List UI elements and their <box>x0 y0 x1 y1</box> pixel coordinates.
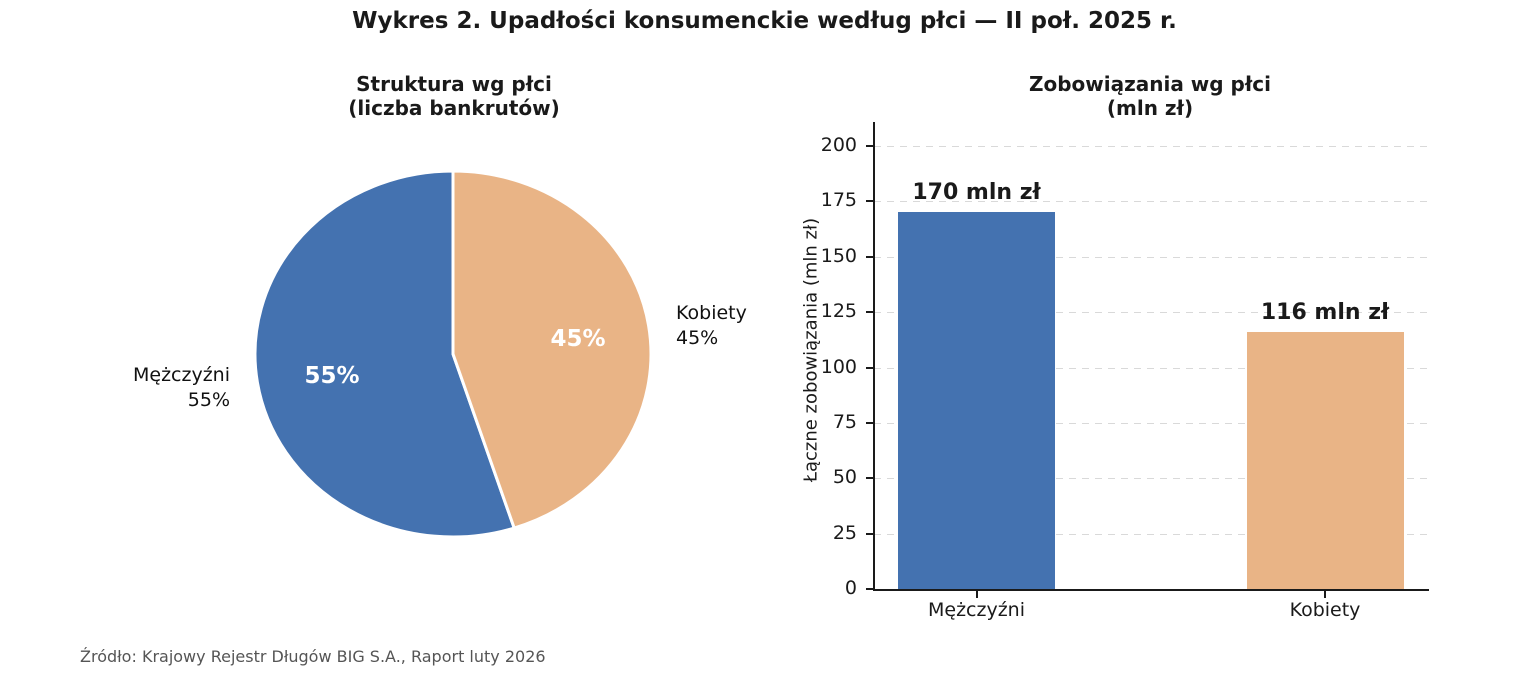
x-tick-women <box>1324 591 1326 598</box>
bar-women <box>1246 332 1404 589</box>
pie-label-women-name: Kobiety <box>676 302 747 324</box>
pie-slice-value-women: 45% <box>550 326 606 352</box>
pie-label-women: Kobiety 45% <box>676 301 826 351</box>
figure-title: Wykres 2. Upadłości konsumenckie według … <box>352 8 1177 34</box>
pie-slice-value-men: 55% <box>304 363 360 389</box>
pie-slice-men <box>253 169 516 539</box>
pie-chart-title-line2: (liczba bankrutów) <box>348 96 560 120</box>
pie-chart-title: Struktura wg płci (liczba bankrutów) <box>254 72 654 120</box>
y-tick-label-75: 75 <box>832 410 857 433</box>
y-tick-0 <box>866 588 874 590</box>
x-tick-men <box>975 591 978 598</box>
gridline-175 <box>874 201 1427 203</box>
x-tick-label-women: Kobiety <box>1289 599 1361 621</box>
y-tick-175 <box>866 200 874 203</box>
gridline-200 <box>874 146 1427 147</box>
x-tick-label-men: Mężczyźni <box>927 599 1025 621</box>
y-tick-75 <box>866 421 874 424</box>
y-axis-spine <box>873 122 875 591</box>
bar-chart-title: Zobowiązania wg płci (mln zł) <box>950 72 1350 120</box>
pie-label-men: Mężczyźni 55% <box>80 363 230 413</box>
pie-chart-title-line1: Struktura wg płci <box>356 72 552 96</box>
bar-men <box>898 212 1055 589</box>
pie-chart <box>253 169 653 539</box>
gridline-75 <box>874 422 1427 424</box>
x-axis-spine <box>873 589 1429 591</box>
bar-value-label-women: 116 mln zł <box>1260 300 1390 326</box>
bar-chart-title-line2: (mln zł) <box>1106 96 1194 120</box>
y-tick-label-200: 200 <box>820 134 857 156</box>
y-tick-125 <box>866 311 874 314</box>
y-tick-label-125: 125 <box>820 300 857 323</box>
gridline-125 <box>874 312 1427 314</box>
y-tick-label-50: 50 <box>832 466 857 489</box>
y-tick-25 <box>866 532 874 535</box>
y-tick-150 <box>866 255 874 258</box>
y-tick-200 <box>866 145 874 147</box>
gridline-150 <box>874 256 1427 258</box>
pie-label-men-percent: 55% <box>187 389 230 411</box>
y-tick-label-150: 150 <box>820 244 857 267</box>
gridline-100 <box>874 367 1427 369</box>
bar-chart-title-line1: Zobowiązania wg płci <box>1028 72 1272 96</box>
y-tick-label-25: 25 <box>832 521 857 544</box>
pie-slice-women <box>451 169 653 530</box>
y-tick-label-100: 100 <box>820 355 857 378</box>
bar-value-label-men: 170 mln zł <box>912 180 1041 206</box>
y-tick-label-175: 175 <box>820 189 857 212</box>
gridline-25 <box>874 533 1427 535</box>
y-tick-label-0: 0 <box>844 577 857 599</box>
pie-label-men-name: Mężczyźni <box>132 364 230 386</box>
gridline-50 <box>874 478 1427 480</box>
pie-label-women-percent: 45% <box>676 327 719 349</box>
y-tick-50 <box>866 477 874 480</box>
y-tick-100 <box>866 366 874 369</box>
source-note: Źródło: Krajowy Rejestr Długów BIG S.A.,… <box>80 647 546 666</box>
